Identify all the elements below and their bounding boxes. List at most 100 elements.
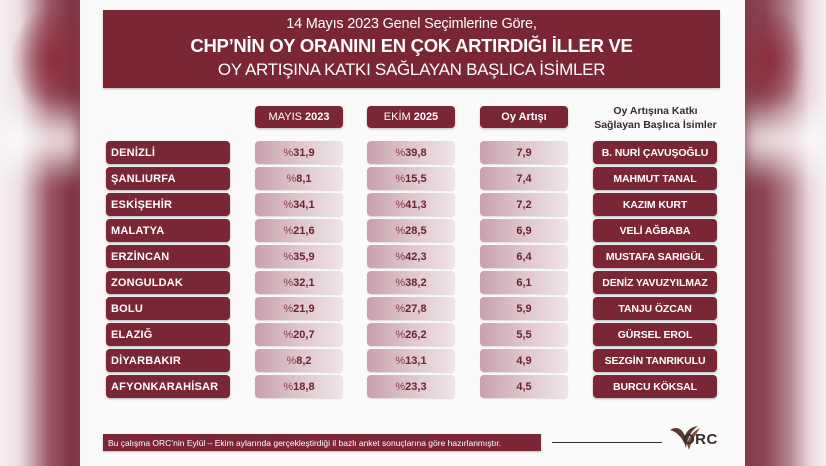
blurred-background-right [745, 0, 826, 466]
table-row: MALATYA % 21,6 % 28,5 6,9 VELİ AĞBABA [80, 219, 745, 242]
percent-sign: % [395, 198, 406, 211]
percent-sign: % [283, 224, 294, 237]
mayis-2023-value: 34,1 [293, 198, 315, 211]
ekim-2025-value: 42,3 [405, 250, 427, 263]
contributor-name-cell: DENİZ YAVUZYILMAZ [593, 271, 717, 294]
ekim-2025-cell: % 23,3 [367, 375, 455, 398]
mayis-2023-cell: % 35,9 [255, 245, 343, 268]
percent-sign: % [283, 328, 294, 341]
title-banner: 14 Mayıs 2023 Genel Seçimlerine Göre, CH… [103, 10, 720, 88]
mayis-2023-cell: % 8,1 [255, 167, 343, 190]
ekim-2025-cell: % 28,5 [367, 219, 455, 242]
oy-artisi-cell: 6,4 [480, 245, 568, 268]
percent-sign: % [283, 250, 294, 263]
percent-sign: % [283, 380, 294, 393]
oy-artisi-cell: 7,4 [480, 167, 568, 190]
percent-sign: % [395, 354, 406, 367]
mayis-2023-value: 20,7 [293, 328, 315, 341]
mayis-2023-value: 35,9 [293, 250, 315, 263]
ekim-2025-cell: % 39,8 [367, 141, 455, 164]
contributor-name-cell: MAHMUT TANAL [593, 167, 717, 190]
mayis-2023-value: 8,1 [296, 172, 312, 185]
percent-sign: % [395, 224, 406, 237]
table-row: BOLU % 21,9 % 27,8 5,9 TANJU ÖZCAN [80, 297, 745, 320]
mayis-2023-value: 18,8 [293, 380, 315, 393]
ekim-2025-cell: % 41,3 [367, 193, 455, 216]
province-cell: DENİZLİ [106, 141, 230, 164]
mayis-2023-value: 8,2 [296, 354, 312, 367]
table-row: ESKİŞEHİR % 34,1 % 41,3 7,2 KAZIM KURT [80, 193, 745, 216]
contributor-name-cell: BURCU KÖKSAL [593, 375, 717, 398]
ekim-2025-cell: % 15,5 [367, 167, 455, 190]
mayis-2023-value: 21,9 [293, 302, 315, 315]
oy-artisi-cell: 4,9 [480, 349, 568, 372]
table-row: ZONGULDAK % 32,1 % 38,2 6,1 DENİZ YAVUZYIL… [80, 271, 745, 294]
province-cell: AFYONKARAHİSAR [106, 375, 230, 398]
infographic-card: 14 Mayıs 2023 Genel Seçimlerine Göre, CH… [80, 0, 745, 466]
mayis-2023-cell: % 34,1 [255, 193, 343, 216]
column-header-ekim-year: 2025 [413, 111, 439, 123]
percent-sign: % [286, 172, 297, 185]
table-row: ELAZIĞ % 20,7 % 26,2 5,5 GÜRSEL EROL [80, 323, 745, 346]
column-header-oy-artisi: Oy Artışı [480, 106, 568, 128]
column-header-mayis-2023: MAYIS 2023 [255, 106, 343, 128]
mayis-2023-cell: % 18,8 [255, 375, 343, 398]
oy-artisi-cell: 5,9 [480, 297, 568, 320]
contributor-name-cell: SEZGİN TANRIKULU [593, 349, 717, 372]
province-cell: DİYARBAKIR [106, 349, 230, 372]
column-header-names: Oy Artışına Katkı Sağlayan Başlıca İsiml… [593, 104, 718, 132]
oy-artisi-cell: 6,9 [480, 219, 568, 242]
ekim-2025-cell: % 26,2 [367, 323, 455, 346]
contributor-name-cell: B. NURİ ÇAVUŞOĞLU [593, 141, 717, 164]
table-row: DİYARBAKIR % 8,2 % 13,1 4,9 SEZGİN TANRIKU… [80, 349, 745, 372]
province-cell: MALATYA [106, 219, 230, 242]
ekim-2025-value: 27,8 [405, 302, 427, 315]
oy-artisi-cell: 5,5 [480, 323, 568, 346]
mayis-2023-value: 31,9 [293, 146, 315, 159]
column-header-ekim-2025: EKİM 2025 [367, 106, 455, 128]
column-header-names-line-2: Sağlayan Başlıca İsimler [594, 119, 717, 131]
table-row: DENİZLİ % 31,9 % 39,8 7,9 B. NURİ ÇAVUŞOĞL… [80, 141, 745, 164]
province-cell: BOLU [106, 297, 230, 320]
contributor-name-cell: GÜRSEL EROL [593, 323, 717, 346]
table-row: ERZİNCAN % 35,9 % 42,3 6,4 MUSTAFA SARIGÜL [80, 245, 745, 268]
oy-artisi-cell: 7,9 [480, 141, 568, 164]
ekim-2025-value: 23,3 [405, 380, 427, 393]
oy-artisi-cell: 4,5 [480, 375, 568, 398]
contributor-name-cell: KAZIM KURT [593, 193, 717, 216]
column-header-mayis-year: 2023 [304, 111, 330, 123]
mayis-2023-cell: % 21,6 [255, 219, 343, 242]
contributor-name-cell: VELİ AĞBABA [593, 219, 717, 242]
province-cell: ŞANLIURFA [106, 167, 230, 190]
mayis-2023-cell: % 21,9 [255, 297, 343, 320]
province-cell: ERZİNCAN [106, 245, 230, 268]
ekim-2025-cell: % 27,8 [367, 297, 455, 320]
percent-sign: % [395, 250, 406, 263]
mayis-2023-cell: % 32,1 [255, 271, 343, 294]
percent-sign: % [283, 198, 294, 211]
province-cell: ESKİŞEHİR [106, 193, 230, 216]
column-header-names-line-1: Oy Artışına Katkı [613, 105, 698, 117]
table-row: AFYONKARAHİSAR % 18,8 % 23,3 4,5 BURCU KÖK… [80, 375, 745, 398]
column-header-mayis-label: MAYIS [268, 111, 302, 123]
ekim-2025-value: 28,5 [405, 224, 427, 237]
table-row: ŞANLIURFA % 8,1 % 15,5 7,4 MAHMUT TANAL [80, 167, 745, 190]
ekim-2025-value: 26,2 [405, 328, 427, 341]
ekim-2025-value: 38,2 [405, 276, 427, 289]
province-cell: ELAZIĞ [106, 323, 230, 346]
divider-line [552, 442, 662, 443]
contributor-name-cell: MUSTAFA SARIGÜL [593, 245, 717, 268]
percent-sign: % [395, 172, 406, 185]
percent-sign: % [395, 276, 406, 289]
mayis-2023-value: 32,1 [293, 276, 315, 289]
mayis-2023-cell: % 8,2 [255, 349, 343, 372]
percent-sign: % [395, 302, 406, 315]
percent-sign: % [395, 328, 406, 341]
percent-sign: % [395, 146, 406, 159]
province-cell: ZONGULDAK [106, 271, 230, 294]
column-header-oy-artisi-label: Oy Artışı [501, 111, 547, 123]
oy-artisi-cell: 7,2 [480, 193, 568, 216]
ekim-2025-cell: % 42,3 [367, 245, 455, 268]
ekim-2025-cell: % 13,1 [367, 349, 455, 372]
ekim-2025-value: 41,3 [405, 198, 427, 211]
